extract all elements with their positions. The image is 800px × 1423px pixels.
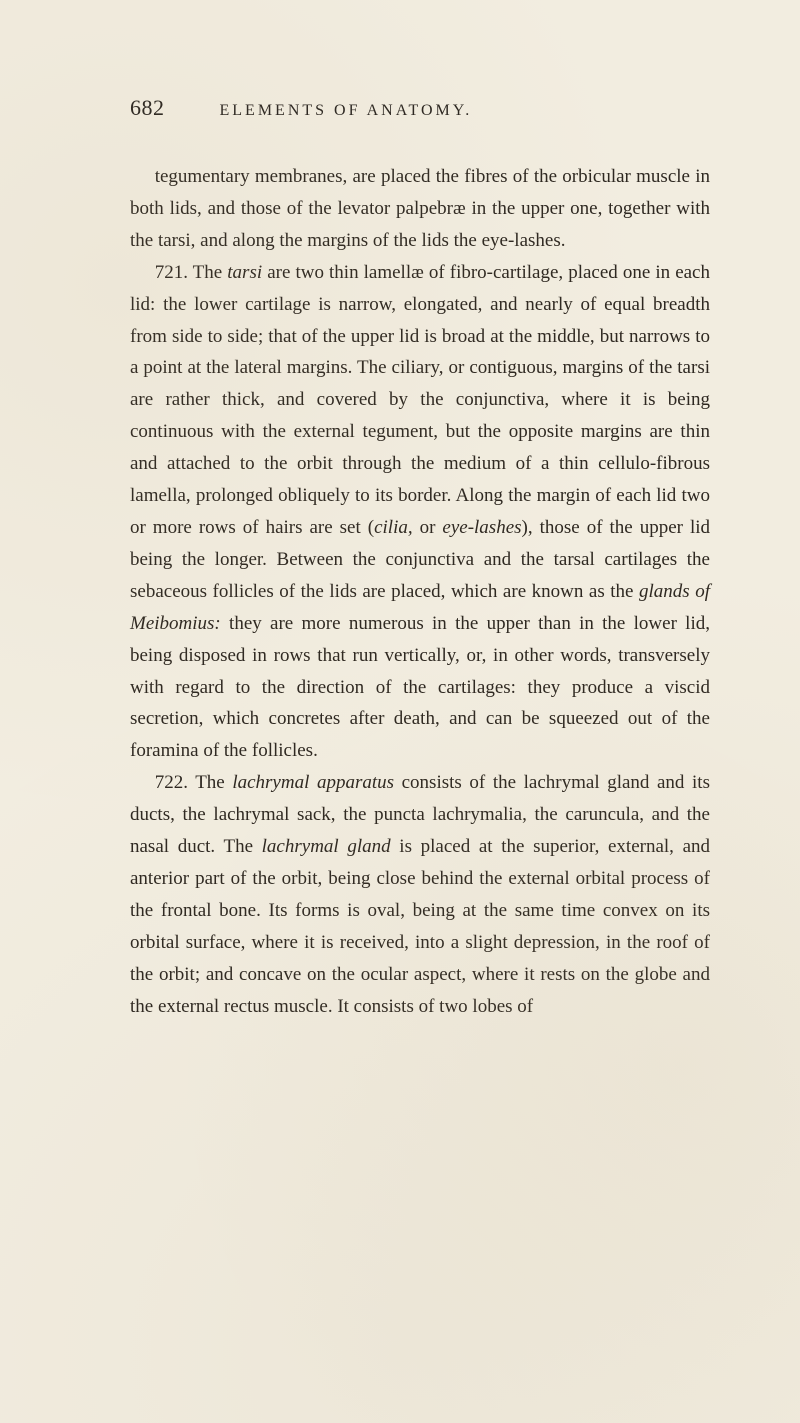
italic-term: lachrymal apparatus: [232, 772, 394, 793]
italic-term: eye-lashes: [442, 517, 521, 538]
text-run: 722. The: [155, 772, 233, 793]
text-run: tegumentary membranes, are placed the fi…: [130, 166, 710, 251]
page-number: 682: [130, 95, 165, 121]
running-title: ELEMENTS OF ANATOMY.: [220, 102, 473, 120]
italic-term: cilia,: [374, 517, 413, 538]
paragraph-1: tegumentary membranes, are placed the fi…: [130, 161, 710, 257]
text-run: 721. The: [155, 262, 228, 283]
italic-term: lachrymal gland: [262, 836, 391, 857]
paragraph-2: 721. The tarsi are two thin lamellæ of f…: [130, 257, 710, 768]
page-header: 682 ELEMENTS OF ANATOMY.: [130, 95, 710, 121]
italic-term: tarsi: [227, 262, 262, 283]
body-text: tegumentary membranes, are placed the fi…: [130, 161, 710, 1022]
text-run: they are more numerous in the upper than…: [130, 613, 710, 762]
text-run: or: [413, 517, 443, 538]
text-run: are two thin lamellæ of fibro-cartilage,…: [130, 262, 710, 538]
page-content: 682 ELEMENTS OF ANATOMY. tegumentary mem…: [0, 0, 800, 1132]
paragraph-3: 722. The lachrymal apparatus consists of…: [130, 767, 710, 1022]
text-run: is placed at the superior, external, and…: [130, 836, 710, 1017]
